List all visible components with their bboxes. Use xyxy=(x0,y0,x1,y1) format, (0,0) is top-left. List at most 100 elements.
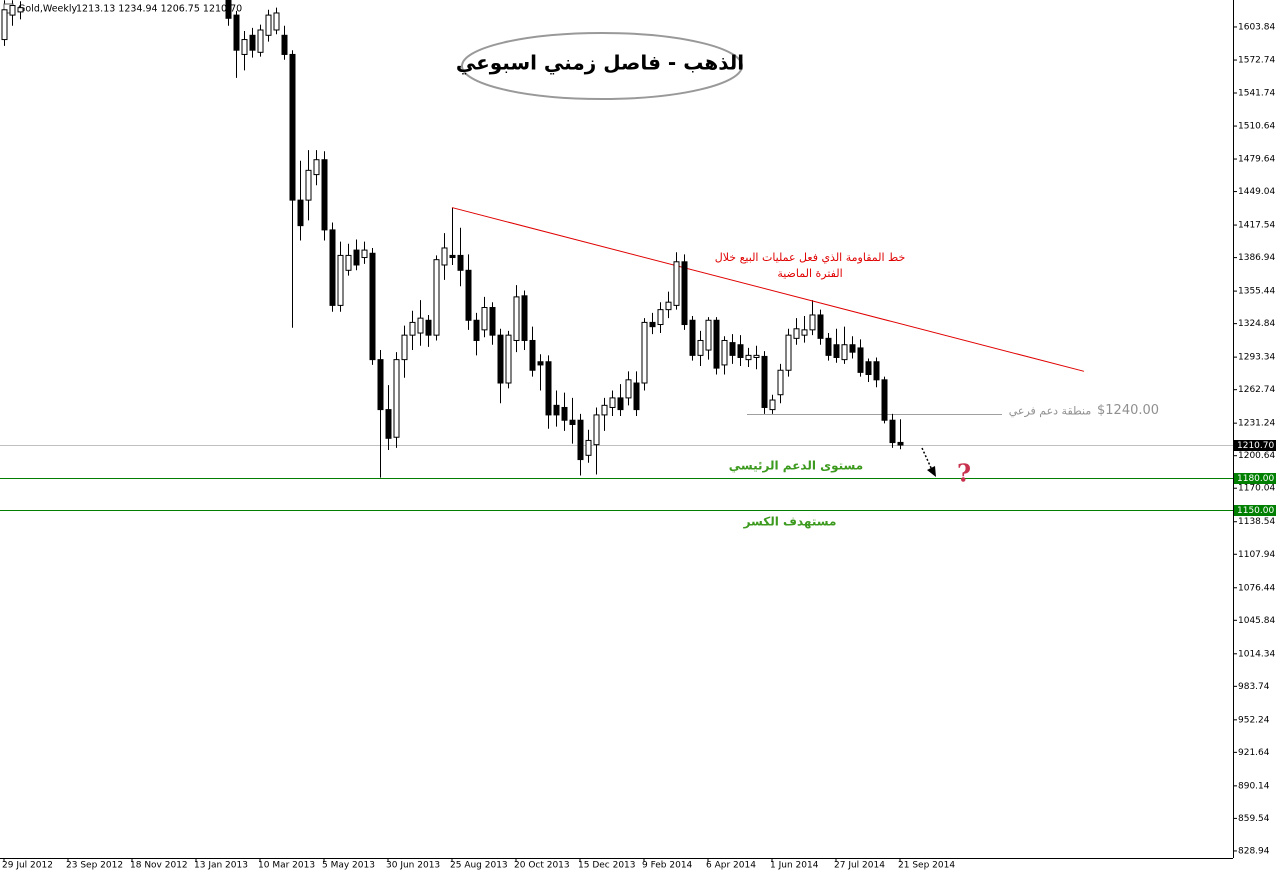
level-box xyxy=(1234,440,1276,451)
candle-body xyxy=(769,399,776,411)
candle-body xyxy=(817,314,824,339)
x-tick-label: 29 Jul 2012 xyxy=(2,861,53,871)
trendline xyxy=(451,207,1085,372)
candle-body xyxy=(553,404,560,416)
candle-body xyxy=(297,199,304,227)
y-tick-label: 1417.54 xyxy=(1238,221,1275,231)
candle-body xyxy=(513,296,520,341)
candle-body xyxy=(377,359,384,411)
x-tick-label: 13 Jan 2013 xyxy=(194,861,248,871)
y-tick-label: 983.74 xyxy=(1238,682,1270,692)
y-tick-label: 1107.94 xyxy=(1238,550,1275,560)
annotation: الفترة الماضية xyxy=(777,267,842,280)
y-tick-label: 952.24 xyxy=(1238,715,1270,725)
arrow-head xyxy=(927,466,936,477)
y-tick-label: 1076.44 xyxy=(1238,583,1275,593)
annotation: خط المقاومة الذي فعل عمليات البيع خلال xyxy=(715,251,906,264)
candle-body xyxy=(737,344,744,358)
x-tick-label: 10 Mar 2013 xyxy=(258,861,315,871)
candle-body xyxy=(793,328,800,339)
candle-body xyxy=(337,254,344,306)
candle-body xyxy=(577,419,584,461)
candle-body xyxy=(833,344,840,358)
candle-body xyxy=(761,355,768,408)
y-tick-label: 859.54 xyxy=(1238,814,1270,824)
candle-body xyxy=(449,254,456,259)
candle-body xyxy=(505,334,512,384)
candle-body xyxy=(633,382,640,411)
y-tick-label: 1138.54 xyxy=(1238,517,1275,527)
candle-body xyxy=(369,252,376,361)
candle-body xyxy=(329,229,336,306)
candle-body xyxy=(241,39,248,55)
y-tick-label: 1541.74 xyxy=(1238,88,1275,98)
y-tick-label: 1572.74 xyxy=(1238,56,1275,66)
candle-body xyxy=(473,319,480,341)
candle-body xyxy=(481,307,488,331)
candle-body xyxy=(857,347,864,373)
symbol: Gold,Weekly xyxy=(18,4,78,15)
candle-body xyxy=(689,319,696,356)
y-tick-label: 1231.24 xyxy=(1238,419,1275,429)
candle-body xyxy=(17,7,24,13)
x-tick-label: 6 Apr 2014 xyxy=(706,861,756,871)
level-box xyxy=(1234,505,1276,516)
candle-body xyxy=(825,337,832,356)
candle-body xyxy=(225,0,232,19)
y-tick-label: 1170.04 xyxy=(1238,484,1275,494)
y-tick-label: 1262.74 xyxy=(1238,385,1275,395)
candle-body xyxy=(753,354,760,358)
y-tick-label: 828.94 xyxy=(1238,846,1270,856)
x-tick-label: 5 May 2013 xyxy=(322,861,375,871)
candle-body xyxy=(841,344,848,361)
candle-body xyxy=(657,309,664,326)
x-tick-label: 23 Sep 2012 xyxy=(66,861,123,871)
candle-body xyxy=(785,334,792,371)
candle-body xyxy=(233,14,240,51)
x-tick-label: 25 Aug 2013 xyxy=(450,861,508,871)
y-tick-label: 890.14 xyxy=(1238,781,1270,791)
x-tick-label: 30 Jun 2013 xyxy=(386,861,440,871)
annotation: مستوى الدعم الرئيسي xyxy=(729,459,863,474)
annotation: مستهدف الكسر xyxy=(743,515,837,529)
level-box xyxy=(1234,473,1276,484)
candle-body xyxy=(545,361,552,416)
y-tick-label: 1045.84 xyxy=(1238,616,1275,626)
x-tick-label: 21 Sep 2014 xyxy=(898,861,955,871)
level-label: 1150.00 xyxy=(1237,506,1274,516)
x-tick-label: 27 Jul 2014 xyxy=(834,861,885,871)
candle-body xyxy=(409,321,416,336)
candle-body xyxy=(393,359,400,438)
candle-body xyxy=(721,339,728,366)
candle-body xyxy=(649,321,656,328)
candle-body xyxy=(417,317,424,334)
candle-body xyxy=(625,379,632,399)
level-label: 1180.00 xyxy=(1237,474,1274,484)
candle-body xyxy=(809,314,816,331)
title-ellipse xyxy=(461,32,743,100)
candle-body xyxy=(801,329,808,336)
arrow xyxy=(921,447,933,471)
x-tick-label: 20 Oct 2013 xyxy=(514,861,570,871)
candle-body xyxy=(601,404,608,416)
candle-body xyxy=(313,159,320,176)
candle-body xyxy=(889,419,896,444)
candle-body xyxy=(385,409,392,439)
y-tick-label: 1479.64 xyxy=(1238,155,1275,165)
candle-body xyxy=(321,159,328,231)
candle-body xyxy=(425,319,432,336)
candle-body xyxy=(641,321,648,384)
candle-body xyxy=(289,53,296,201)
candle-body xyxy=(897,441,904,446)
candle-body xyxy=(305,169,312,201)
y-tick-label: 1293.34 xyxy=(1238,353,1275,363)
y-tick-label: 1510.64 xyxy=(1238,122,1275,132)
candle-body xyxy=(1,9,8,41)
candle-body xyxy=(433,259,440,336)
candle-body xyxy=(729,342,736,356)
support-label: $1240.00 xyxy=(1097,403,1159,418)
candle-body xyxy=(353,249,360,266)
y-tick-label: 1014.34 xyxy=(1238,649,1275,659)
candle-body xyxy=(681,261,688,326)
